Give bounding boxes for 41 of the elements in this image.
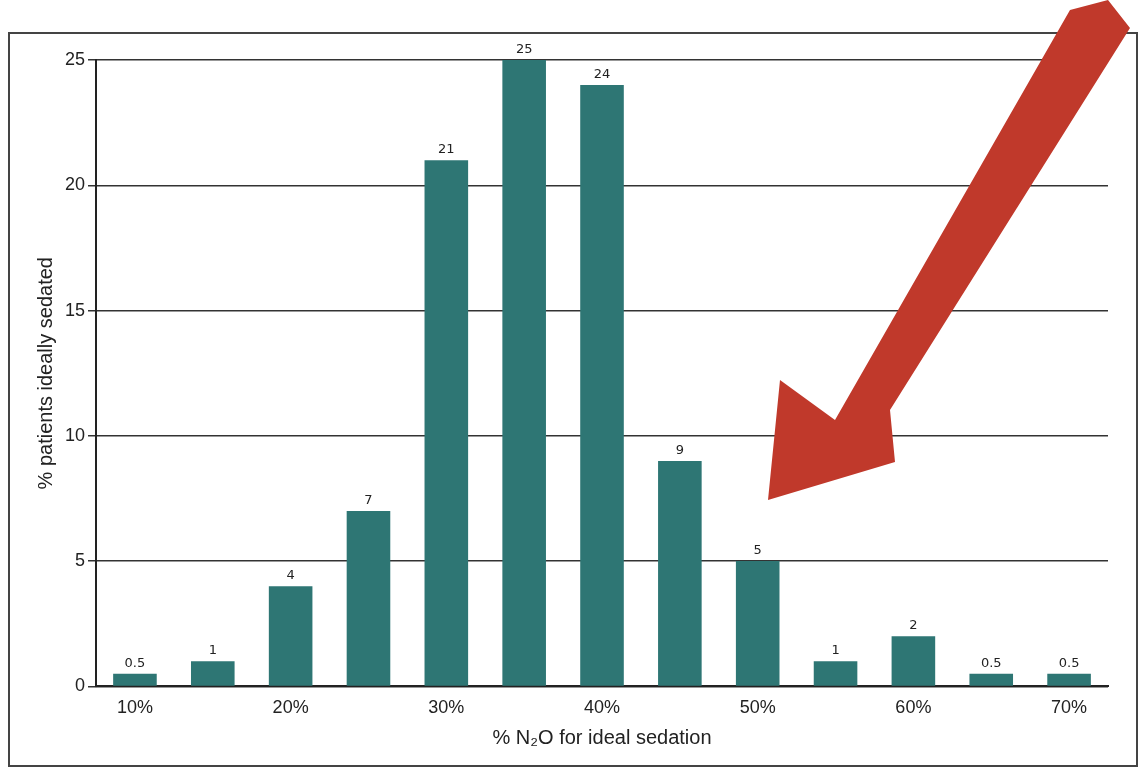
y-tick-label: 5 bbox=[75, 550, 86, 571]
bar bbox=[969, 673, 1014, 686]
x-tick-label: 40% bbox=[584, 697, 621, 718]
data-label: 1 bbox=[831, 642, 840, 658]
x-tick-label: 50% bbox=[739, 697, 776, 718]
y-tick-label: 15 bbox=[64, 299, 86, 320]
bar bbox=[190, 661, 235, 686]
data-label: 0.5 bbox=[124, 654, 146, 670]
data-label: 7 bbox=[364, 491, 373, 507]
bar bbox=[891, 636, 936, 686]
data-label: 4 bbox=[286, 567, 295, 583]
x-tick-label: 10% bbox=[116, 697, 153, 718]
data-label: 5 bbox=[753, 541, 762, 557]
bar bbox=[1047, 673, 1091, 686]
data-label: 21 bbox=[438, 141, 455, 157]
data-label: 24 bbox=[593, 65, 611, 81]
data-label: 9 bbox=[675, 441, 684, 457]
x-tick-label: 60% bbox=[895, 697, 932, 718]
x-tick-label: 20% bbox=[272, 697, 309, 718]
x-axis-title: % N₂O for ideal sedation bbox=[492, 725, 712, 748]
x-tick-label: 30% bbox=[428, 697, 465, 718]
bar bbox=[113, 673, 157, 686]
data-label: 2 bbox=[909, 617, 918, 633]
data-label: 25 bbox=[515, 40, 533, 56]
y-tick-label: 10 bbox=[64, 424, 86, 445]
data-label: 0.5 bbox=[1058, 654, 1080, 670]
y-tick-label: 0 bbox=[75, 675, 86, 696]
data-label: 1 bbox=[208, 642, 217, 658]
bar bbox=[424, 160, 469, 686]
data-label: 0.5 bbox=[980, 654, 1002, 670]
x-tick-label: 70% bbox=[1051, 697, 1088, 718]
bar bbox=[502, 60, 546, 686]
y-tick-label: 20 bbox=[64, 174, 86, 195]
bar bbox=[268, 586, 313, 686]
bar bbox=[813, 661, 858, 686]
bar bbox=[580, 85, 624, 686]
bar bbox=[346, 511, 391, 686]
y-tick-label: 25 bbox=[64, 48, 86, 69]
y-axis-title: % patients ideally sedated bbox=[33, 257, 56, 490]
bar bbox=[658, 460, 702, 686]
bar bbox=[735, 561, 780, 686]
